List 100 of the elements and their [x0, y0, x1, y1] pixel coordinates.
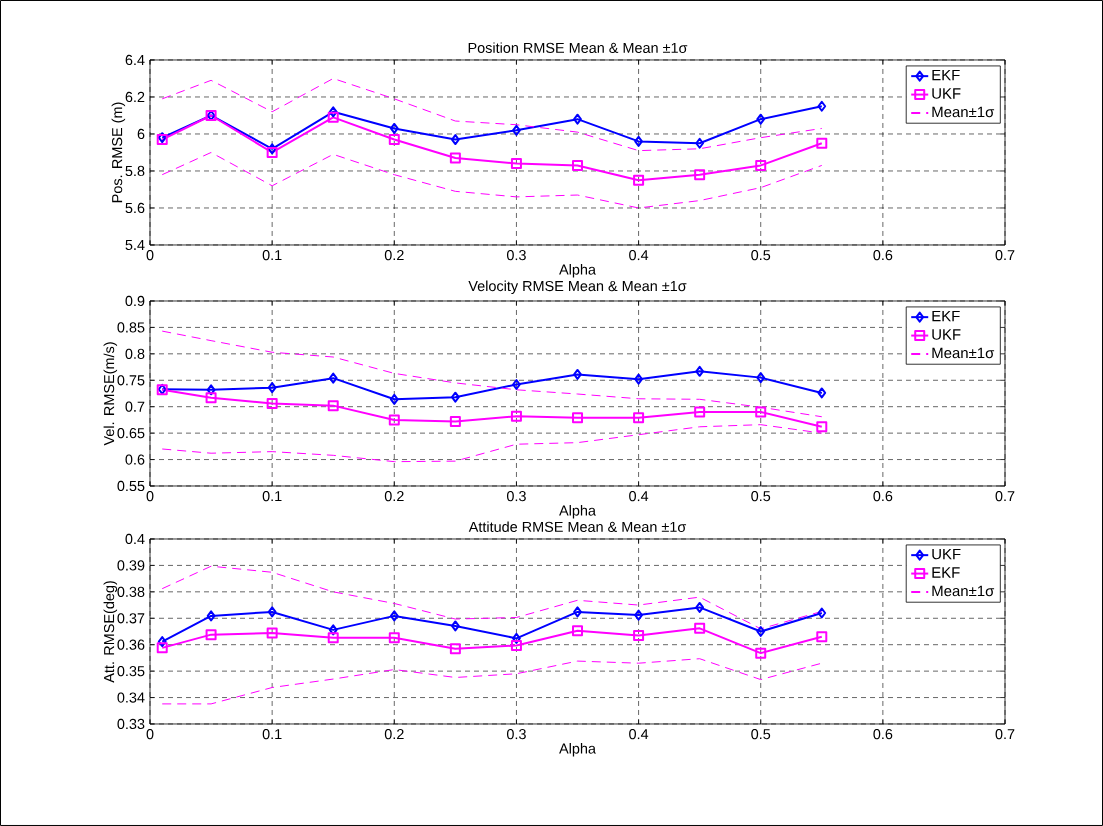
point [633, 629, 645, 641]
point [205, 629, 217, 641]
point [816, 137, 828, 149]
chart-title: Attitude RMSE Mean & Mean ±1σ [468, 521, 687, 532]
x-tick-label: 0.6 [873, 249, 893, 261]
point [156, 642, 168, 654]
point [817, 100, 827, 112]
y-tick-label: 5.6 [125, 202, 145, 214]
legend-label: UKF [932, 329, 961, 340]
y-tick-label: 0.37 [117, 613, 145, 624]
x-tick-label: 0.4 [629, 728, 649, 740]
point [389, 393, 399, 405]
x-axis-title: Alpha [559, 743, 596, 757]
x-tick-label: 0.4 [629, 490, 649, 502]
point [572, 159, 584, 171]
y-tick-label: 5.8 [125, 165, 145, 177]
point [817, 387, 827, 399]
point [510, 639, 522, 651]
x-tick-label: 0.3 [506, 490, 526, 502]
point [512, 124, 521, 136]
y-tick-label: 0.85 [117, 322, 145, 333]
legend-label: Mean±1σ [932, 585, 995, 597]
y-tick-label: 0.33 [117, 718, 145, 730]
y-tick-label: 0.7 [125, 401, 145, 412]
y-tick-label: 0.9 [125, 295, 145, 307]
legend-label: UKF [932, 548, 961, 560]
point [266, 398, 278, 410]
point [450, 391, 460, 403]
point [512, 379, 521, 390]
x-tick-label: 0.1 [262, 490, 282, 502]
point [817, 607, 827, 619]
point [633, 412, 645, 424]
line-series [161, 330, 823, 418]
point [573, 368, 582, 380]
point [755, 406, 767, 418]
line-series [161, 565, 823, 630]
point [816, 421, 828, 433]
y-tick-label: 6 [137, 128, 145, 140]
x-tick-label: 0.2 [384, 728, 404, 740]
x-tick-label: 0 [146, 249, 154, 261]
point [573, 113, 582, 125]
point [206, 384, 216, 396]
y-tick-label: 0.55 [117, 480, 145, 492]
point [634, 373, 643, 385]
point [205, 392, 217, 404]
point [694, 622, 706, 634]
y-tick-label: 0.75 [117, 375, 145, 386]
point [634, 135, 643, 147]
y-tick-label: 5.4 [125, 239, 145, 251]
point [327, 400, 339, 412]
point [388, 414, 400, 426]
y-axis-title: Vel. RMSE(m/s) [103, 342, 118, 446]
point [328, 624, 338, 636]
point [634, 609, 643, 621]
legend-label: Mean±1σ [932, 347, 995, 359]
x-tick-label: 0.5 [751, 249, 771, 261]
legend-label: EKF [932, 310, 960, 322]
legend-label: EKF [932, 567, 960, 578]
point [572, 625, 584, 637]
point [755, 159, 767, 171]
point [266, 627, 278, 639]
line-series [161, 151, 823, 209]
point [695, 601, 705, 613]
point [388, 134, 400, 146]
x-tick-label: 0.7 [995, 249, 1015, 261]
point [450, 134, 460, 146]
x-tick-label: 0.3 [506, 728, 526, 740]
point [328, 372, 338, 384]
point [449, 643, 461, 655]
point [327, 632, 339, 644]
point [510, 158, 522, 170]
x-tick-label: 0.1 [262, 728, 282, 740]
line-series [161, 77, 823, 152]
y-tick-label: 0.39 [117, 560, 145, 571]
point [695, 365, 705, 377]
y-tick-label: 0.65 [117, 428, 145, 439]
x-tick-label: 0.1 [262, 249, 282, 261]
y-tick-label: 0.34 [117, 692, 145, 703]
x-axis-title: Alpha [559, 264, 596, 278]
legend-label: UKF [932, 88, 961, 99]
x-tick-label: 0.2 [384, 490, 404, 502]
x-tick-label: 0.5 [751, 490, 771, 502]
point [328, 106, 338, 118]
legend-label: EKF [932, 69, 960, 81]
x-tick-label: 0.5 [751, 728, 771, 740]
x-tick-label: 0 [146, 728, 154, 740]
point [449, 416, 461, 427]
x-tick-label: 0.7 [995, 728, 1015, 740]
point [572, 412, 584, 424]
y-tick-label: 0.35 [117, 666, 145, 677]
x-tick-label: 0.6 [873, 728, 893, 740]
point [573, 606, 582, 618]
y-tick-label: 6.2 [125, 91, 145, 103]
y-tick-label: 0.36 [117, 639, 145, 650]
line-series [161, 658, 823, 705]
point [449, 152, 461, 164]
y-tick-label: 0.4 [125, 533, 145, 545]
point [633, 174, 645, 186]
point [694, 169, 706, 181]
point [450, 620, 460, 632]
